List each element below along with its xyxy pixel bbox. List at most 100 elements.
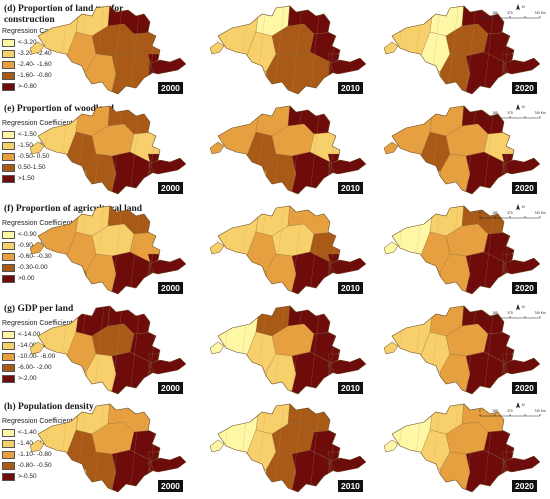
- year-label: 2010: [338, 480, 363, 492]
- legend-swatch: [2, 461, 15, 470]
- north-label: N: [522, 105, 525, 109]
- scale-bar: 0 185 370 740 Km N: [479, 304, 546, 319]
- map-region: [147, 353, 186, 383]
- map-region: [147, 53, 186, 83]
- map-region: [327, 153, 366, 183]
- north-arrow-icon: [516, 304, 520, 310]
- legend-swatch: [2, 163, 15, 172]
- map-region: [327, 253, 366, 283]
- scale-tick-label: 185: [492, 311, 498, 315]
- scale-bar: 0 185 370 740 Km N: [479, 402, 546, 417]
- legend-item: -0.50- 0.50: [2, 151, 72, 162]
- legend-item: <-1.40: [2, 427, 72, 438]
- map-panel: (g) GDP per land Regression Coefficient <-…: [0, 300, 550, 400]
- year-label: 2020: [512, 82, 537, 94]
- legend-label: >-2.00: [18, 375, 37, 382]
- legend-item: <-3.20: [2, 37, 72, 48]
- map-panel: (h) Population density Regression Coeffic…: [0, 398, 550, 498]
- legend-label: -0.80- -0.50: [18, 462, 52, 469]
- map-region: [327, 451, 366, 481]
- north-label: N: [522, 205, 525, 209]
- north-label: N: [522, 5, 525, 9]
- scale-bar: 0 185 370 740 Km N: [479, 204, 546, 219]
- legend-label: <-0.90: [18, 231, 37, 238]
- map-region: [501, 153, 540, 183]
- map-region: [501, 53, 540, 83]
- year-label: 2020: [512, 480, 537, 492]
- legend-title: Regression Coefficient: [2, 320, 73, 327]
- legend-item: -1.60- -0.80: [2, 70, 72, 81]
- year-label: 2020: [512, 382, 537, 394]
- scale-tick-label: 185: [492, 11, 498, 15]
- legend-swatch: [2, 428, 15, 437]
- legend-label: <-14.00: [18, 331, 41, 338]
- legend-swatch: [2, 363, 15, 372]
- scale-tick-label: 370: [507, 11, 513, 15]
- legend-item: <-0.90: [2, 229, 72, 240]
- scale-tick-label: 0: [479, 311, 481, 315]
- legend-item: >-0.50: [2, 471, 72, 482]
- north-label: N: [522, 305, 525, 309]
- north-label: N: [522, 403, 525, 407]
- scale-tick-label: 740 Km: [535, 311, 546, 315]
- year-label: 2000: [158, 182, 183, 194]
- choropleth-map: [29, 5, 187, 95]
- north-arrow-icon: [516, 104, 520, 110]
- legend-item: -0.30-0.00: [2, 262, 72, 273]
- legend-swatch: [2, 341, 15, 350]
- legend-item: <-1.50: [2, 129, 72, 140]
- legend-swatch: [2, 71, 15, 80]
- scale-tick-label: 0: [479, 409, 481, 413]
- legend-swatch: [2, 38, 15, 47]
- choropleth-map: [209, 305, 367, 395]
- panel-title: (f) Proportion of agricultural land: [4, 204, 143, 214]
- choropleth-map: [383, 305, 541, 395]
- legend-label: -6.00- -2.00: [18, 364, 52, 371]
- year-label: 2010: [338, 382, 363, 394]
- legend-label: >-0.50: [18, 473, 37, 480]
- year-label: 2020: [512, 282, 537, 294]
- choropleth-map: [209, 205, 367, 295]
- legend-swatch: [2, 230, 15, 239]
- legend-swatch: [2, 439, 15, 448]
- legend-label: -2.40- -1.60: [18, 61, 52, 68]
- legend-label: -1.10- -0.80: [18, 451, 52, 458]
- legend-label: >0.00: [18, 275, 35, 282]
- legend-swatch: [2, 60, 15, 69]
- legend-label: -0.50- 0.50: [18, 153, 50, 160]
- legend-item: -10.00- -6.00: [2, 351, 72, 362]
- map-region: [501, 451, 540, 481]
- map-panel: (d) Proportion of land use for construct…: [0, 0, 550, 100]
- legend-swatch: [2, 330, 15, 339]
- legend-item: -2.40- -1.60: [2, 59, 72, 70]
- legend-label: -1.60- -0.80: [18, 72, 52, 79]
- legend-item: -0.60- -0.30: [2, 251, 72, 262]
- map-region: [327, 53, 366, 83]
- scale-tick-label: 185: [492, 211, 498, 215]
- legend-swatch: [2, 252, 15, 261]
- map-region: [327, 353, 366, 383]
- legend-swatch: [2, 374, 15, 383]
- legend-title: Regression Coefficient: [2, 418, 73, 425]
- legend-swatch: [2, 152, 15, 161]
- map-region: [147, 451, 186, 481]
- legend-swatch: [2, 130, 15, 139]
- legend-label: 0.50-1.50: [18, 164, 46, 171]
- map-panel: (e) Proportion of woodland Regression Coe…: [0, 100, 550, 200]
- north-arrow-icon: [516, 4, 520, 10]
- legend-swatch: [2, 274, 15, 283]
- legend-swatch: [2, 241, 15, 250]
- scale-tick-label: 740 Km: [535, 211, 546, 215]
- scale-bar: 0 185 370 740 Km N: [479, 4, 546, 19]
- legend-item: <-14.00: [2, 329, 72, 340]
- legend-label: -0.30-0.00: [18, 264, 48, 271]
- legend-swatch: [2, 49, 15, 58]
- panel-title: (g) GDP per land: [4, 304, 74, 314]
- map-region: [501, 253, 540, 283]
- map-region: [147, 153, 186, 183]
- year-label: 2000: [158, 382, 183, 394]
- scale-tick-label: 370: [507, 111, 513, 115]
- choropleth-map: [29, 105, 187, 195]
- north-arrow-icon: [516, 402, 520, 408]
- scale-tick-label: 370: [507, 409, 513, 413]
